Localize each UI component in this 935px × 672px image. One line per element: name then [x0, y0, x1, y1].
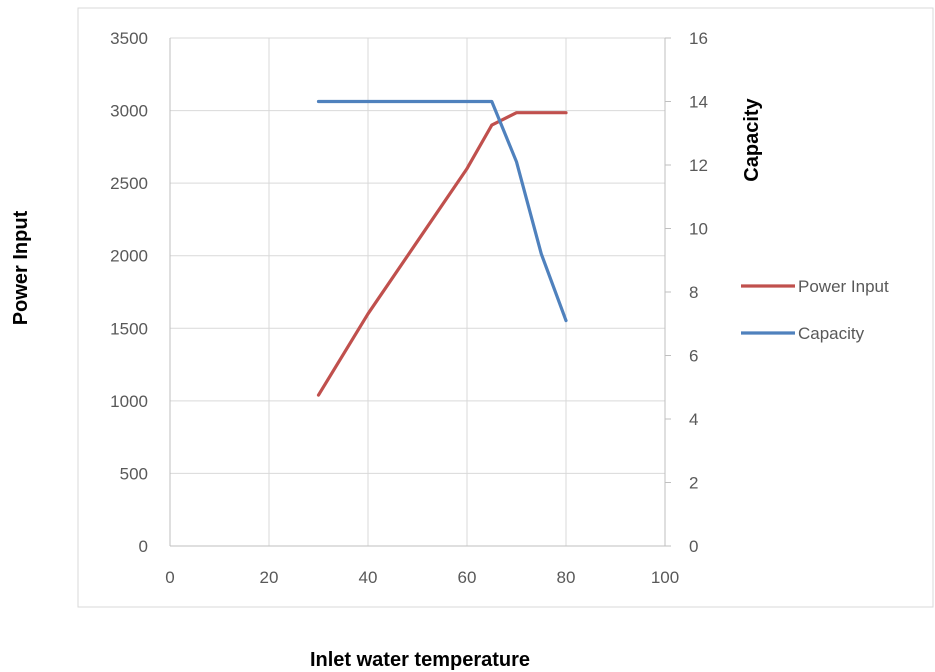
- power-input-line: [316, 111, 568, 397]
- legend-label-capacity: Capacity: [798, 324, 865, 343]
- capacity-line: [316, 99, 568, 323]
- x-tick-label: 0: [165, 568, 174, 587]
- plot-frame: [77, 7, 934, 608]
- x-tick-label: 60: [458, 568, 477, 587]
- y-tick-label: 1500: [110, 319, 148, 338]
- series-lines: [316, 99, 568, 397]
- y-tick-label: 3500: [110, 29, 148, 48]
- gridlines: [170, 37, 665, 546]
- y-axis-title: Power Input: [10, 210, 32, 325]
- y2-axis-title: Capacity: [741, 97, 763, 181]
- y2-tick-label: 14: [689, 93, 708, 112]
- y2-tick-label: 4: [689, 410, 698, 429]
- x-axis-title: Inlet water temperature: [310, 649, 530, 671]
- x-tick-label: 40: [359, 568, 378, 587]
- y2-tick-label: 6: [689, 347, 698, 366]
- y-tick-label: 0: [139, 537, 148, 556]
- y2-tick-label: 12: [689, 156, 708, 175]
- legend: Power Input Capacity: [741, 277, 889, 343]
- y2-tick-label: 2: [689, 474, 698, 493]
- x-tick-label: 100: [651, 568, 679, 587]
- legend-label-power-input: Power Input: [798, 277, 889, 296]
- y-tick-label: 1000: [110, 392, 148, 411]
- axes: 0 20 40 60 80 1000500100015002000250030003500…: [110, 29, 708, 587]
- x-tick-label: 80: [557, 568, 576, 587]
- y2-tick-label: 0: [689, 537, 698, 556]
- y-tick-label: 3000: [110, 102, 148, 121]
- x-tick-label: 20: [260, 568, 279, 587]
- y-tick-label: 500: [120, 464, 148, 483]
- y2-tick-label: 16: [689, 29, 708, 48]
- y-tick-label: 2500: [110, 174, 148, 193]
- y-tick-label: 2000: [110, 247, 148, 266]
- y2-tick-label: 10: [689, 220, 708, 239]
- y2-tick-label: 8: [689, 283, 698, 302]
